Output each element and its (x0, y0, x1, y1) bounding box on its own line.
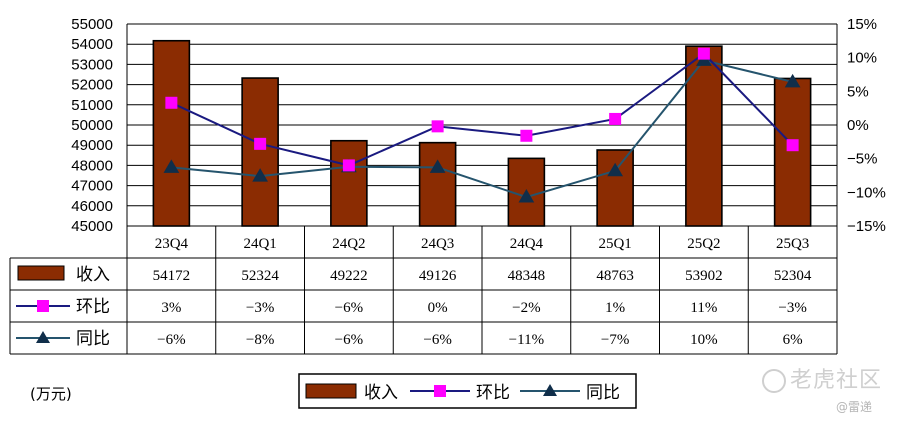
yoy-marker (518, 189, 535, 203)
right-tick-label: −5% (847, 151, 877, 168)
unit-label: (万元) (30, 385, 72, 403)
table-revenue-key (17, 265, 65, 281)
yoy-line (171, 59, 793, 199)
ratio-lines (163, 47, 801, 203)
right-tick-label: 0% (847, 117, 869, 134)
yoy-marker (163, 159, 180, 173)
table-cell-value: 49126 (419, 268, 457, 284)
right-tick-label: 10% (847, 50, 877, 67)
legend: 收入 环比 同比 (298, 373, 637, 409)
row-label-qoq: 环比 (76, 297, 110, 317)
table-qoq-key-marker (37, 300, 49, 312)
revenue-bar (773, 77, 812, 227)
qoq-marker (520, 129, 533, 142)
table-cell-value: 1% (605, 300, 625, 316)
left-tick-label: 47000 (71, 178, 113, 195)
yoy-marker (252, 168, 268, 182)
left-tick-label: 53000 (71, 56, 113, 73)
table-cell-value: 49222 (330, 268, 368, 284)
revenue-bar (685, 45, 723, 227)
category-label: 24Q3 (421, 236, 454, 252)
right-tick-label: 15% (847, 16, 877, 33)
left-tick-label: 54000 (71, 36, 113, 53)
right-tick-label: −15% (847, 218, 886, 235)
left-tick-label: 46000 (71, 198, 113, 215)
left-tick-label: 49000 (71, 137, 113, 154)
qoq-marker (786, 139, 799, 152)
table-yoy-key-marker (36, 331, 50, 343)
left-tick-label: 45000 (71, 218, 113, 235)
table-cell-value: −6% (423, 332, 451, 348)
right-axis-ticks: −15% −10% −5% 0% 5% 10% 15% (847, 16, 886, 235)
left-tick-label: 55000 (71, 16, 113, 33)
table-cell-value: −3% (778, 300, 806, 316)
table-cell-value: −11% (509, 332, 544, 348)
legend-revenue-label: 收入 (364, 383, 398, 403)
table-cell-value: 52304 (774, 268, 812, 284)
right-tick-label: −10% (847, 184, 886, 201)
table-cell-value: 53902 (685, 268, 723, 284)
left-tick-label: 51000 (71, 97, 113, 114)
watermark-icon (762, 369, 786, 393)
table-cell-value: 48348 (508, 268, 546, 284)
qoq-marker (342, 159, 355, 172)
legend-yoy-marker (543, 384, 557, 396)
revenue-bar (152, 39, 191, 227)
table-cell-value: −6% (335, 332, 363, 348)
watermark-text: 老虎社区 (790, 368, 883, 393)
watermark-sub: @雷递 (836, 400, 873, 414)
category-label: 23Q4 (155, 236, 189, 252)
qoq-marker (609, 112, 622, 125)
table-cell-value: −3% (246, 300, 274, 316)
qoq-marker (431, 120, 444, 133)
left-tick-label: 52000 (71, 77, 113, 94)
table-cell-value: −6% (335, 300, 363, 316)
table-cell-value: 6% (783, 332, 803, 348)
legend-qoq-marker (434, 385, 446, 397)
category-label: 24Q2 (332, 236, 365, 252)
table-cell-value: 10% (690, 332, 718, 348)
revenue-bar (418, 141, 457, 227)
revenue-bar (241, 77, 279, 227)
table-cell-value: −8% (246, 332, 274, 348)
legend-revenue-key (305, 383, 357, 399)
category-label: 24Q1 (243, 236, 276, 252)
table-cell-value: 11% (690, 300, 717, 316)
row-label-revenue: 收入 (76, 265, 110, 285)
table-cell-value: 48763 (596, 268, 634, 284)
yoy-marker (607, 162, 623, 177)
table-cell-value: 54172 (153, 268, 191, 284)
category-label: 25Q1 (598, 236, 631, 252)
left-tick-label: 48000 (71, 157, 113, 174)
right-tick-label: 5% (847, 83, 869, 100)
qoq-marker (165, 96, 178, 109)
table-cell-value: −7% (601, 332, 629, 348)
watermark: 老虎社区 (762, 362, 882, 394)
qoq-line (170, 52, 794, 167)
revenue-bar (330, 139, 368, 227)
category-label: 24Q4 (510, 236, 544, 252)
table-cell-value: 0% (428, 300, 448, 316)
revenue-bars (152, 39, 812, 227)
row-label-yoy: 同比 (76, 329, 110, 349)
yoy-marker (429, 159, 446, 173)
category-label: 25Q3 (776, 236, 809, 252)
legend-qoq-label: 环比 (476, 383, 510, 403)
table-cell-value: −2% (512, 300, 540, 316)
category-label: 25Q2 (687, 236, 720, 252)
left-axis-ticks: 45000 46000 47000 48000 49000 50000 51000 52000… (71, 16, 113, 235)
yoy-marker (784, 73, 801, 88)
left-tick-label: 50000 (71, 117, 113, 134)
table-cell-value: −6% (157, 332, 185, 348)
qoq-marker (697, 47, 710, 60)
revenue-bar (596, 149, 634, 227)
legend-yoy-label: 同比 (586, 383, 620, 403)
qoq-marker (254, 137, 267, 150)
table-cell-value: 52324 (241, 268, 279, 284)
table-cell-value: 3% (161, 300, 181, 316)
